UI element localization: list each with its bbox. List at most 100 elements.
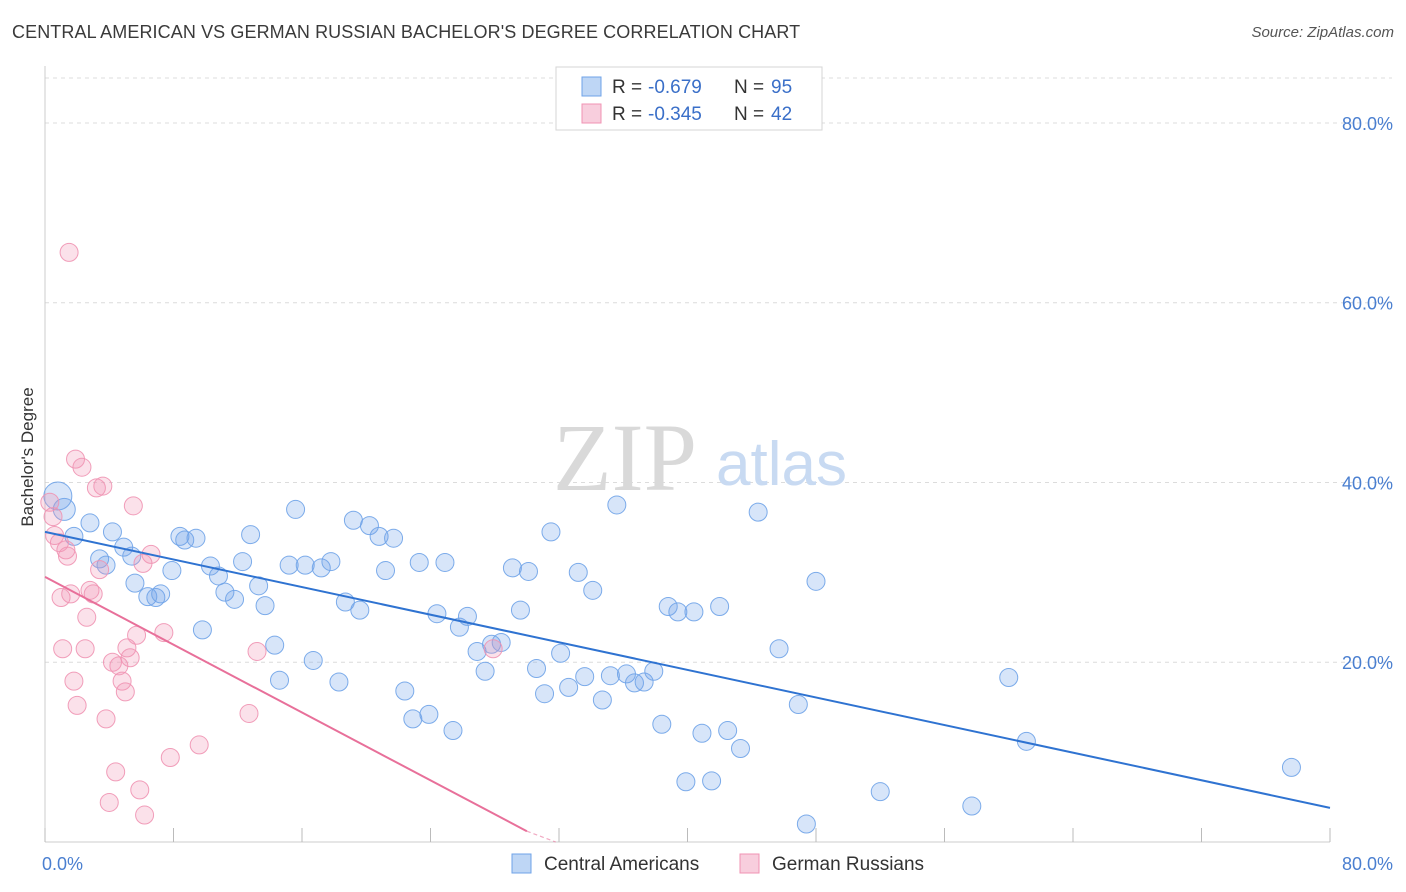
point-german-russians <box>115 682 135 702</box>
point-central-americans <box>225 589 245 609</box>
point-central-americans <box>384 528 404 548</box>
point-central-americans <box>186 528 206 548</box>
point-central-americans <box>600 666 620 686</box>
point-central-americans <box>748 502 768 522</box>
bottom-legend-label: Central Americans <box>544 854 699 875</box>
point-central-americans <box>870 782 890 802</box>
point-german-russians <box>93 476 113 496</box>
legend-swatch <box>581 76 602 97</box>
point-central-americans <box>279 555 299 575</box>
point-central-americans <box>215 582 235 602</box>
point-german-russians <box>106 762 126 782</box>
point-central-americans <box>270 670 290 690</box>
point-central-americans <box>575 667 595 687</box>
point-central-americans <box>769 639 789 659</box>
point-central-americans <box>125 573 145 593</box>
point-central-americans <box>321 552 341 572</box>
point-central-americans <box>80 513 100 533</box>
point-central-americans <box>592 690 612 710</box>
point-central-americans <box>731 739 751 759</box>
point-german-russians <box>102 652 122 672</box>
top-legend: R = -0.679 N = 95 R = -0.345 N = 42 <box>555 66 823 131</box>
point-central-americans <box>676 772 696 792</box>
point-central-americans <box>788 694 808 714</box>
point-german-russians <box>86 478 106 498</box>
trend-german-russians-extension <box>526 830 556 843</box>
point-central-americans <box>806 571 826 591</box>
point-central-americans <box>443 721 463 741</box>
watermark: ZIP atlas <box>553 404 847 511</box>
y-tick-label: 40.0% <box>1342 473 1393 493</box>
point-german-russians <box>99 792 119 812</box>
point-german-russians <box>40 492 60 512</box>
point-central-americans <box>403 709 423 729</box>
point-central-americans <box>311 558 331 578</box>
legend-r-value: -0.345 <box>648 104 702 125</box>
y-tick-label: 60.0% <box>1342 294 1393 314</box>
legend-n-value: 95 <box>771 77 792 98</box>
point-central-americans <box>350 600 370 620</box>
point-central-americans <box>502 558 522 578</box>
point-central-americans <box>233 552 253 572</box>
point-central-americans <box>718 721 738 741</box>
y-axis-title: Bachelor's Degree <box>18 387 37 526</box>
point-central-americans <box>491 632 511 652</box>
point-german-russians <box>247 641 267 661</box>
point-german-russians <box>135 805 155 825</box>
y-tick-label: 20.0% <box>1342 653 1393 673</box>
point-german-russians <box>43 507 63 527</box>
point-central-americans <box>658 597 678 617</box>
x-tick-labels: 0.0% 80.0% <box>42 854 1393 874</box>
point-central-americans <box>541 522 561 542</box>
watermark-atlas: atlas <box>716 430 847 499</box>
point-german-russians <box>53 639 73 659</box>
point-german-russians <box>61 584 81 604</box>
point-german-russians <box>56 540 76 560</box>
point-german-russians <box>57 546 77 566</box>
point-central-americans <box>208 566 228 586</box>
bottom-legend-swatch <box>511 853 532 874</box>
point-german-russians <box>64 671 84 691</box>
point-central-americans <box>395 681 415 701</box>
point-german-russians <box>72 457 92 477</box>
point-central-americans <box>583 580 603 600</box>
legend-swatch <box>581 103 602 124</box>
point-central-americans <box>518 561 538 581</box>
legend-n-value: 42 <box>771 104 792 125</box>
point-central-americans <box>796 814 816 834</box>
bottom-legend-swatch <box>739 853 760 874</box>
legend-r-label: R = <box>612 104 642 125</box>
point-central-americans <box>295 555 315 575</box>
point-german-russians <box>90 560 110 580</box>
x-tick-label-min: 0.0% <box>42 854 83 874</box>
point-central-americans <box>265 635 285 655</box>
point-central-americans <box>999 668 1019 688</box>
point-german-russians <box>120 648 140 668</box>
point-central-americans <box>359 516 379 536</box>
point-german-russians <box>112 671 132 691</box>
point-central-americans <box>376 561 396 581</box>
trend-lines <box>44 530 1331 843</box>
point-german-russians <box>189 735 209 755</box>
trend-central-americans <box>44 530 1331 809</box>
point-german-russians <box>83 584 103 604</box>
point-central-americans <box>634 672 654 692</box>
point-central-americans <box>710 597 730 617</box>
x-tick-label-max: 80.0% <box>1342 854 1393 874</box>
point-central-americans <box>151 584 171 604</box>
legend-n-label: N = <box>734 104 764 125</box>
point-central-americans <box>652 714 672 734</box>
point-central-americans <box>692 723 712 743</box>
point-central-americans <box>329 672 349 692</box>
point-central-americans <box>668 602 688 622</box>
point-german-russians <box>239 703 259 723</box>
point-german-russians <box>160 748 180 768</box>
point-german-russians <box>51 588 71 608</box>
point-central-americans <box>255 596 275 616</box>
bottom-legend-label: German Russians <box>772 854 924 875</box>
chart-title: CENTRAL AMERICAN VS GERMAN RUSSIAN BACHE… <box>12 22 801 42</box>
point-central-americans <box>192 620 212 640</box>
point-central-americans <box>369 526 389 546</box>
source-label: Source: ZipAtlas.com <box>1251 24 1394 41</box>
